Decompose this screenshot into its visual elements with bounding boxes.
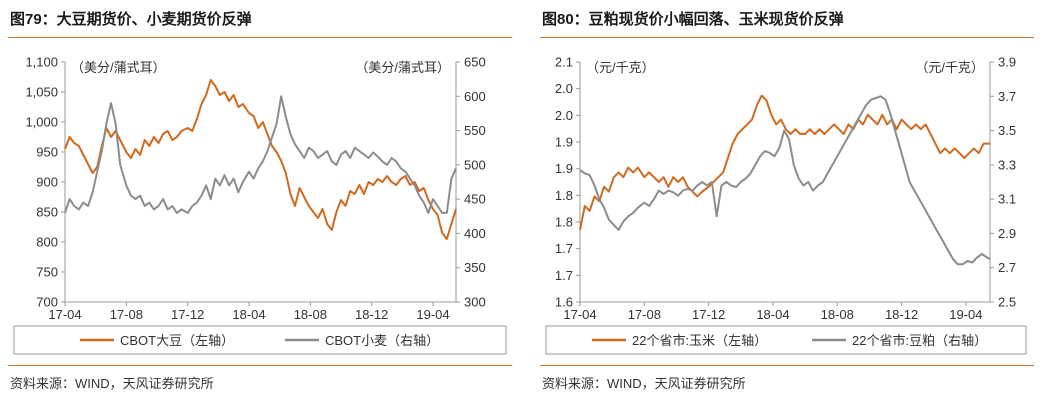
y-tick-label-left: 700 [36, 295, 58, 310]
y-tick-label-right: 3.9 [998, 55, 1016, 70]
y-tick-label-left: 1.8 [555, 215, 573, 230]
chart-soy-wheat: 700 750 800 850 900 950 1,000 1,050 1,100 300 350 4… [13, 55, 507, 355]
legend-label-1: CBOT大豆（左轴） [120, 333, 234, 348]
y-tick-label-right: 2.7 [998, 260, 1016, 275]
y-tick-label-left: 2.0 [555, 108, 573, 123]
y-tick-label-left: 2.0 [555, 81, 573, 96]
panel-soy-wheat: 图79：大豆期货价、小麦期货价反弹 700 750 800 850 900 950 1,00… [0, 0, 520, 401]
panel-meal-corn: 图80：豆粕现货价小幅回落、玉米现货价反弹 1.6 1.7 1.7 1.8 1.8 1.9… [532, 0, 1042, 401]
y-tick-label-right: 3.5 [998, 123, 1016, 138]
y-tick-label-left: 1.7 [555, 241, 573, 256]
x-tick-label: 17-08 [628, 307, 661, 322]
y-tick-label-left: 1.9 [555, 161, 573, 176]
y-tick-label-left: 900 [36, 175, 58, 190]
y-tick-label-right: 550 [464, 123, 486, 138]
series-line-2 [579, 95, 991, 266]
x-tick-label: 18-04 [232, 307, 265, 322]
y-tick-label-right: 3.7 [998, 89, 1016, 104]
y-tick-label-left: 2.1 [555, 55, 573, 70]
unit-label-right: （元/千克） [915, 60, 984, 75]
series-line-1 [64, 79, 457, 240]
y-tick-label-right: 3.3 [998, 157, 1016, 172]
y-tick-label-left: 1.8 [555, 188, 573, 203]
y-tick-label-left: 1.7 [555, 268, 573, 283]
y-tick-label-right: 400 [464, 226, 486, 241]
chart-title: 图79：大豆期货价、小麦期货价反弹 [10, 11, 252, 28]
x-tick-label: 17-12 [171, 307, 204, 322]
unit-label-left: （美分/蒲式耳） [71, 60, 166, 75]
x-tick-label: 19-04 [949, 307, 982, 322]
y-tick-label-right: 300 [464, 295, 486, 310]
y-tick-label-left: 750 [36, 265, 58, 280]
legend-label-2: 22个省市:豆粕（右轴） [852, 333, 987, 348]
legend-label-2: CBOT小麦（右轴） [325, 333, 439, 348]
y-tick-label-right: 600 [464, 89, 486, 104]
y-tick-label-left: 1.9 [555, 135, 573, 150]
y-tick-label-left: 1,100 [25, 55, 58, 70]
source-rule [8, 365, 512, 366]
title-rule [540, 37, 1034, 38]
chart-title: 图80：豆粕现货价小幅回落、玉米现货价反弹 [542, 11, 844, 28]
x-tick-label: 18-08 [294, 307, 327, 322]
y-tick-label-left: 800 [36, 235, 58, 250]
y-tick-label-right: 2.9 [998, 226, 1016, 241]
x-tick-label: 17-04 [563, 307, 596, 322]
y-tick-label-right: 2.5 [998, 295, 1016, 310]
y-tick-label-right: 650 [464, 55, 486, 70]
unit-label-right: （美分/蒲式耳） [355, 60, 450, 75]
y-tick-label-right: 500 [464, 157, 486, 172]
x-tick-label: 18-04 [756, 307, 789, 322]
x-tick-label: 19-04 [416, 307, 449, 322]
title-rule [8, 37, 512, 38]
y-tick-label-right: 450 [464, 192, 486, 207]
x-tick-label: 18-12 [885, 307, 918, 322]
y-tick-label-right: 350 [464, 260, 486, 275]
series-line-1 [579, 94, 990, 231]
x-tick-label: 18-12 [355, 307, 388, 322]
legend-box [13, 325, 507, 355]
series-line-2 [64, 95, 457, 214]
legend-label-1: 22个省市:玉米（左轴） [632, 333, 767, 348]
y-tick-label-right: 3.1 [998, 192, 1016, 207]
y-tick-label-left: 1,000 [25, 115, 58, 130]
legend-box [545, 325, 1027, 355]
y-tick-label-left: 950 [36, 145, 58, 160]
x-tick-label: 17-12 [692, 307, 725, 322]
x-tick-label: 17-08 [110, 307, 143, 322]
chart-meal-corn: 1.6 1.7 1.7 1.8 1.8 1.9 1.9 2.0 2.0 2.1 2.5 2.7 2.9 3… [545, 55, 1027, 355]
unit-label-left: （元/千克） [586, 60, 655, 75]
y-tick-label-left: 1.6 [555, 295, 573, 310]
source-rule [540, 365, 1034, 366]
y-tick-label-left: 1,050 [25, 85, 58, 100]
source-note: 资料来源：WIND，天风证券研究所 [542, 376, 746, 391]
x-tick-label: 17-04 [48, 307, 81, 322]
x-tick-label: 18-08 [821, 307, 854, 322]
y-tick-label-left: 850 [36, 205, 58, 220]
source-note: 资料来源：WIND，天风证券研究所 [10, 376, 214, 391]
